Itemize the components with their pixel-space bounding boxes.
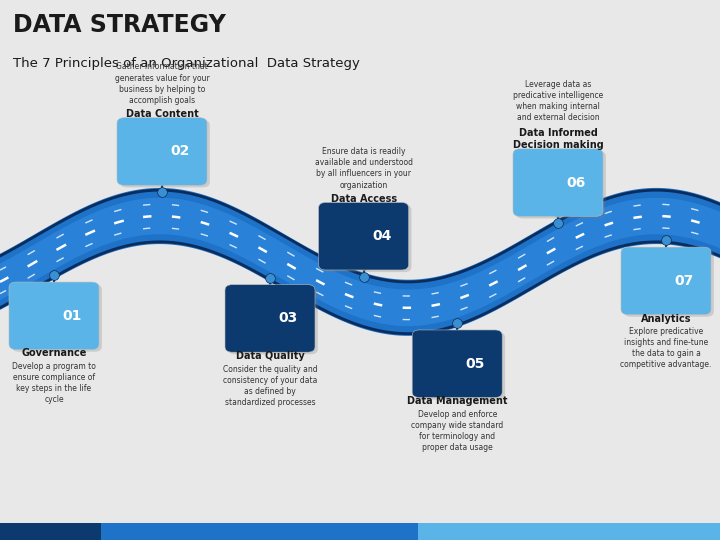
Text: Data Management: Data Management: [407, 396, 508, 407]
Text: Data Informed
Decision making: Data Informed Decision making: [513, 129, 603, 150]
FancyBboxPatch shape: [120, 120, 210, 187]
FancyBboxPatch shape: [322, 205, 412, 272]
Text: DATA STRATEGY: DATA STRATEGY: [13, 14, 226, 37]
Text: Leverage data as
predicative intelligence
when making internal
and external deci: Leverage data as predicative intelligenc…: [513, 79, 603, 122]
FancyBboxPatch shape: [412, 330, 503, 397]
FancyBboxPatch shape: [415, 332, 505, 400]
FancyBboxPatch shape: [228, 287, 318, 354]
Text: The 7 Principles of an Organizational  Data Strategy: The 7 Principles of an Organizational Da…: [13, 57, 360, 70]
Text: 03: 03: [279, 312, 298, 326]
FancyBboxPatch shape: [9, 282, 99, 349]
FancyBboxPatch shape: [117, 118, 207, 185]
Text: Analytics: Analytics: [641, 314, 691, 323]
Text: Data Content: Data Content: [125, 109, 199, 119]
Text: 07: 07: [675, 274, 694, 288]
FancyBboxPatch shape: [621, 247, 711, 315]
Bar: [418, 523, 720, 540]
Polygon shape: [0, 198, 720, 326]
Text: Develop and enforce
company wide standard
for terminology and
proper data usage: Develop and enforce company wide standar…: [411, 410, 503, 452]
FancyBboxPatch shape: [319, 202, 409, 270]
FancyBboxPatch shape: [624, 249, 714, 317]
FancyBboxPatch shape: [225, 285, 315, 352]
Text: Consider the quality and
consistency of your data
as defined by
standardized pro: Consider the quality and consistency of …: [222, 364, 318, 407]
Text: Explore predicative
insights and fine-tune
the data to gain a
competitive advant: Explore predicative insights and fine-tu…: [621, 327, 711, 369]
FancyBboxPatch shape: [513, 149, 603, 217]
FancyBboxPatch shape: [516, 151, 606, 219]
Text: Ensure data is readily
available and understood
by all influencers in your
organ: Ensure data is readily available and und…: [315, 147, 413, 190]
Text: 01: 01: [63, 309, 82, 323]
Text: 02: 02: [171, 145, 190, 158]
Text: Data Access: Data Access: [330, 193, 397, 204]
Text: Data Quality: Data Quality: [235, 351, 305, 361]
Text: Develop a program to
ensure compliance of
key steps in the life
cycle: Develop a program to ensure compliance o…: [12, 362, 96, 404]
Text: 06: 06: [567, 176, 586, 190]
Bar: [0, 523, 101, 540]
Text: 05: 05: [466, 357, 485, 371]
Bar: [101, 523, 418, 540]
Text: 04: 04: [372, 229, 392, 243]
Polygon shape: [0, 188, 720, 336]
Text: Governance: Governance: [22, 348, 86, 359]
Text: Gather information that
generates value for your
business by helping to
accompli: Gather information that generates value …: [114, 63, 210, 105]
FancyBboxPatch shape: [12, 284, 102, 352]
